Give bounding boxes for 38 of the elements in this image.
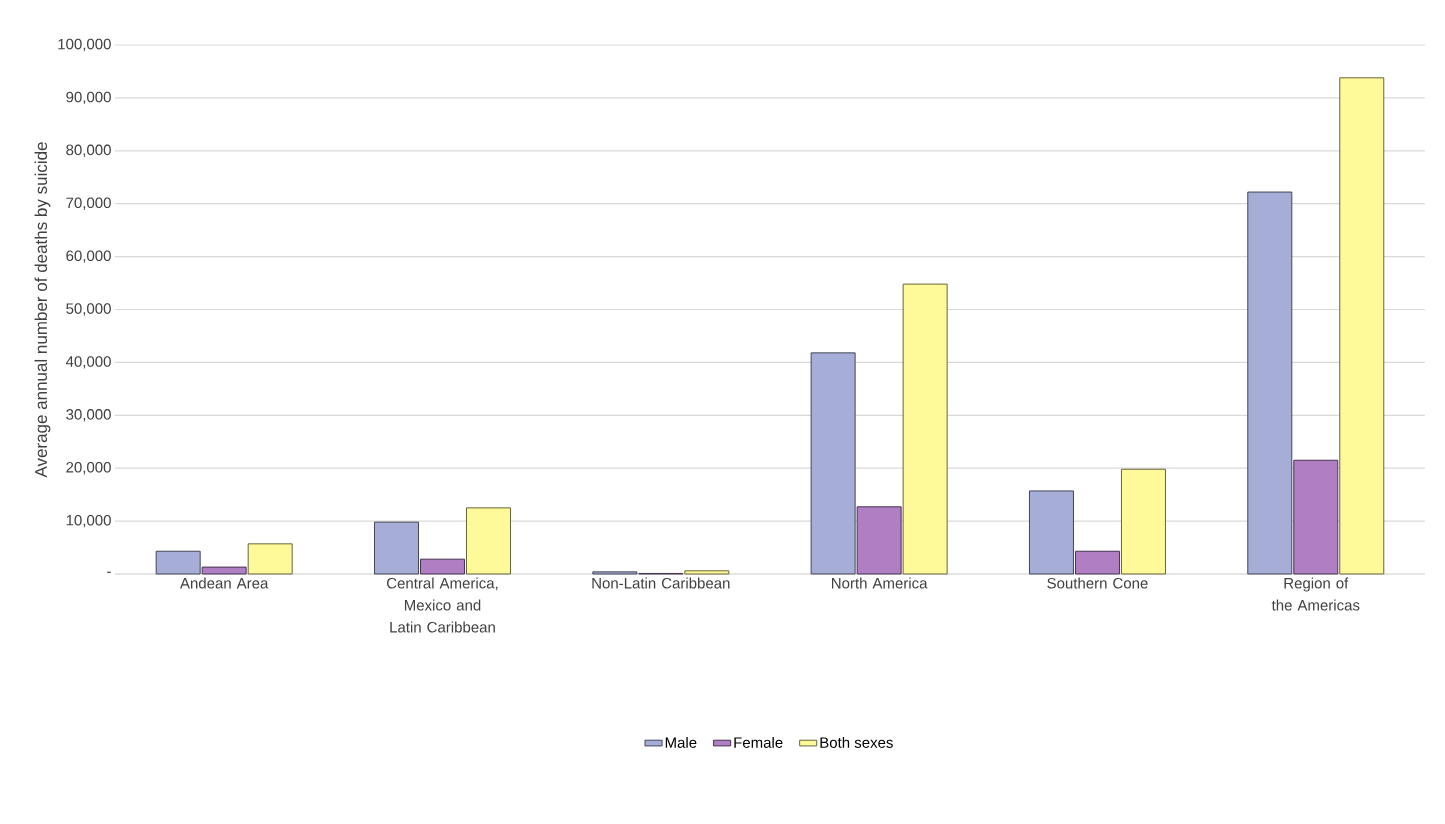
y-tick-label: 20,000 [66, 461, 111, 475]
y-tick-label: 60,000 [66, 250, 111, 263]
y-tick-label: 40,000 [65, 356, 111, 369]
bar [1247, 191, 1293, 575]
x-tick-label: Andean Area [180, 577, 269, 589]
bar [1339, 77, 1385, 575]
y-tick-label: 80,000 [66, 144, 111, 157]
bar [201, 566, 247, 575]
bar [1120, 468, 1166, 575]
bar [465, 507, 511, 575]
bar [592, 571, 638, 575]
bar [1028, 490, 1074, 575]
legend-label: Both sexes [820, 736, 893, 748]
legend-label: Male [665, 736, 697, 748]
x-tick-label: North America [832, 577, 928, 589]
bar [684, 570, 730, 575]
bar [419, 558, 465, 575]
x-tick-label: Central America, Mexico and Latin Caribbean [387, 577, 498, 633]
y-tick-label: 10,000 [66, 514, 111, 528]
y-tick-label: 30,000 [66, 409, 111, 422]
bar [247, 543, 293, 575]
y-tick-label: 90,000 [66, 91, 111, 105]
legend-label: Female [734, 736, 783, 748]
bar [810, 352, 856, 575]
y-tick-label: 70,000 [66, 197, 111, 210]
x-tick-label: Region of the Americas [1271, 577, 1360, 611]
bar [374, 521, 419, 575]
bar [155, 550, 201, 575]
y-tick-label: 100,000 [58, 38, 111, 52]
x-tick-label: Southern Cone [1047, 577, 1148, 589]
y-tick-label: 50,000 [66, 303, 111, 316]
bar [856, 506, 902, 575]
y-axis-title: Average annual number of deaths by suicide [34, 142, 51, 478]
y-tick-label: - [107, 571, 111, 573]
x-tick-label: Non-Latin Caribbean [592, 577, 730, 589]
bar [902, 283, 948, 575]
bar [1074, 550, 1120, 575]
bar [1293, 459, 1339, 575]
